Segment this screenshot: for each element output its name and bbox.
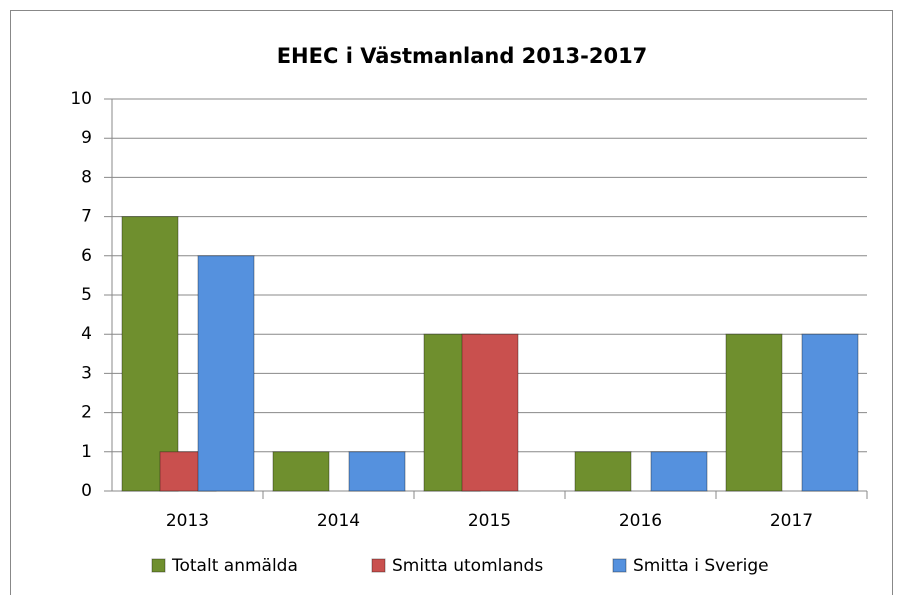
y-tick-label: 5	[81, 285, 92, 305]
y-tick-label: 4	[81, 324, 92, 344]
bar	[650, 451, 708, 492]
legend-swatch	[151, 558, 166, 573]
y-tick-label: 2	[81, 403, 92, 423]
x-tick-label: 2014	[317, 511, 360, 531]
bar	[197, 255, 255, 492]
x-tick-label: 2017	[770, 511, 813, 531]
y-tick-label: 8	[81, 167, 92, 187]
x-tick-label: 2015	[468, 511, 511, 531]
bar	[574, 451, 632, 492]
bar	[725, 333, 783, 492]
y-tick-label: 7	[81, 207, 92, 227]
y-tick-label: 10	[70, 89, 92, 109]
y-tick-label: 3	[81, 363, 92, 383]
y-tick-label: 6	[81, 246, 92, 266]
legend-label: Totalt anmälda	[171, 556, 298, 576]
bar	[801, 333, 859, 492]
bar	[121, 216, 179, 492]
bar	[272, 451, 330, 492]
y-tick-label: 9	[81, 128, 92, 148]
bar	[348, 451, 406, 492]
legend-label: Smitta i Sverige	[633, 556, 769, 576]
x-tick-label: 2016	[619, 511, 662, 531]
y-tick-label: 0	[81, 481, 92, 501]
chart-title: EHEC i Västmanland 2013-2017	[277, 44, 648, 68]
bar	[461, 333, 519, 492]
legend-swatch	[612, 558, 627, 573]
x-tick-label: 2013	[166, 511, 209, 531]
legend-label: Smitta utomlands	[392, 556, 543, 576]
legend-swatch	[371, 558, 386, 573]
y-tick-label: 1	[81, 442, 92, 462]
